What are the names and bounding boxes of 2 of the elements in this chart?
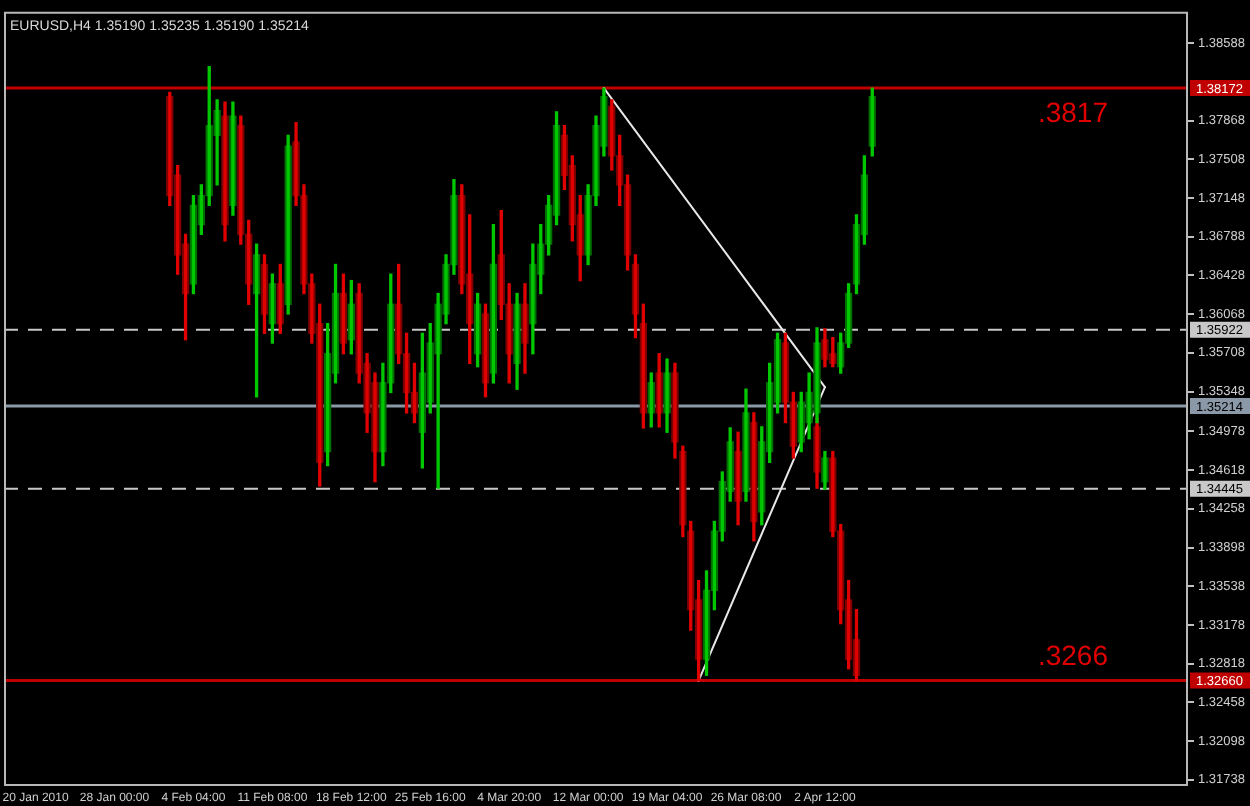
annotation: .3266 bbox=[1037, 638, 1109, 671]
annotation: .3817 bbox=[1037, 96, 1109, 129]
